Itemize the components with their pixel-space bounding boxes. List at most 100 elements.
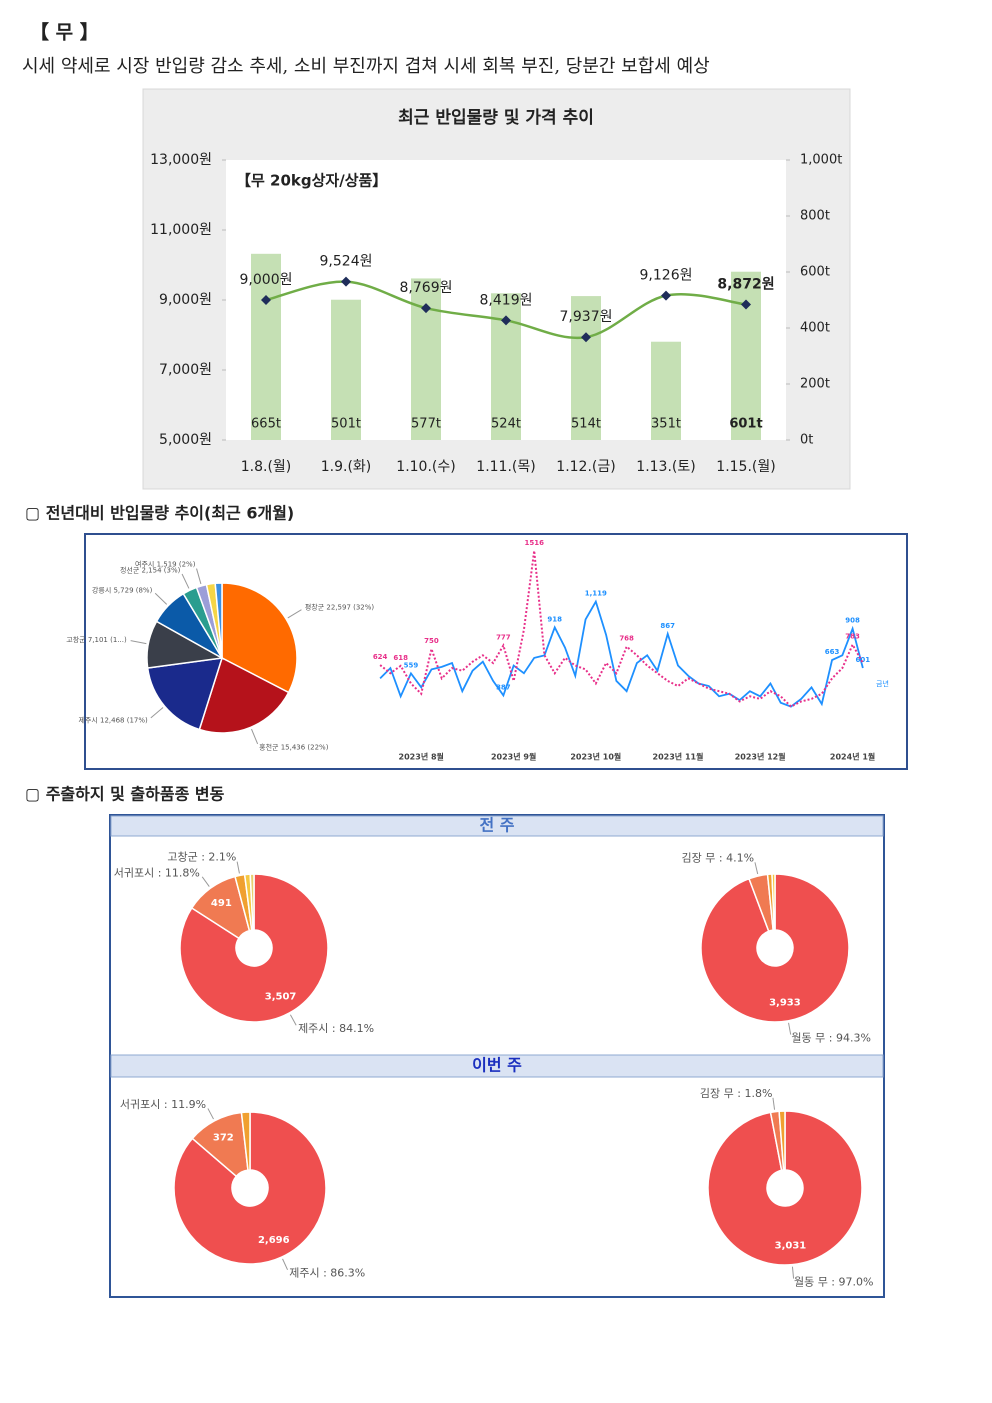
slice: [198, 656, 290, 734]
slice-label: 홍천군 15,436 (22%): [259, 743, 329, 752]
point-label: 601: [856, 656, 871, 664]
slice: [173, 1111, 327, 1265]
bar-label: 514t: [571, 417, 601, 432]
y2-tick-label: 0t: [800, 433, 813, 448]
slice: [221, 582, 298, 694]
bar-label: 601t: [729, 417, 762, 432]
x-tick-label: 2023년 9월: [491, 752, 536, 762]
y2-tick-label: 200t: [800, 377, 830, 392]
slice-label: 제주시 : 84.1%: [298, 1022, 374, 1035]
point-label: 908: [845, 617, 860, 625]
y-tick-label: 5,000원: [159, 432, 212, 448]
price-label: 9,524원: [320, 254, 373, 270]
y-tick-label: 7,000원: [159, 362, 212, 378]
panel-title: 전 주: [479, 816, 514, 835]
value-label: 3,031: [775, 1240, 807, 1251]
value-label: 2,696: [258, 1235, 290, 1246]
leader-line: [181, 573, 190, 589]
x-tick-label: 2023년 11월: [653, 752, 704, 762]
leader-line: [154, 592, 168, 605]
y-tick-label: 11,000원: [150, 222, 212, 238]
slice-label: 제주시 12,468 (17%): [78, 716, 148, 724]
point-label: 1,119: [585, 590, 607, 598]
slice: [179, 873, 329, 1023]
bar: [651, 341, 681, 440]
slice: [778, 1110, 786, 1171]
leader-line: [196, 568, 202, 585]
slice-label: 여주시 1,519 (2%): [135, 560, 196, 569]
panel-header: [110, 1054, 884, 1078]
slice: [707, 1110, 863, 1266]
annotation: 금년: [876, 679, 889, 688]
price-label: 7,937원: [560, 309, 613, 325]
slice: [249, 873, 255, 931]
x-tick-label: 1.8.(월): [241, 459, 292, 475]
leader-line: [287, 609, 302, 619]
bar: [571, 296, 601, 440]
slice-label: 서귀포시 : 11.8%: [114, 867, 200, 880]
point-label: 918: [547, 615, 562, 623]
slice-label: 김장 무 : 1.8%: [700, 1087, 773, 1100]
point-label: 387: [496, 683, 511, 691]
bar-label: 665t: [251, 417, 281, 432]
slice-label: 고창군 : 2.1%: [167, 851, 236, 864]
price-marker: [421, 303, 431, 314]
annotation: 【무 20kg상자/상품】: [236, 172, 387, 190]
slice-label: 월동 무 : 94.3%: [791, 1032, 871, 1045]
slice-label: 김장 무 : 4.1%: [682, 851, 755, 864]
value-label: 491: [211, 898, 232, 909]
y2-tick-label: 400t: [800, 321, 830, 336]
value-label: 372: [213, 1133, 234, 1144]
slice-label: 월동 무 : 97.0%: [794, 1276, 874, 1289]
point-label: 768: [619, 635, 634, 643]
x-tick-label: 1.9.(화): [321, 459, 372, 475]
leader-line: [201, 876, 210, 887]
price-marker: [661, 290, 671, 301]
bar: [331, 299, 361, 440]
bar-label: 524t: [491, 417, 521, 432]
x-tick-label: 1.12.(금): [556, 459, 615, 475]
slice: [700, 873, 850, 1023]
value-label: 3,933: [769, 998, 801, 1009]
price-label: 8,769원: [400, 280, 453, 296]
bar-label: 501t: [331, 417, 361, 432]
x-tick-label: 1.11.(목): [476, 459, 535, 475]
leader-line: [150, 707, 164, 719]
slice: [214, 582, 223, 659]
point-label: 777: [496, 633, 511, 641]
x-tick-label: 2023년 8월: [399, 752, 444, 762]
bar-label: 351t: [651, 417, 681, 432]
slice-label: 강릉시 5,729 (8%): [92, 586, 153, 595]
price-label: 8,419원: [480, 292, 533, 308]
point-label: 559: [404, 661, 419, 669]
y-tick-label: 9,000원: [159, 292, 212, 308]
bar: [731, 271, 761, 440]
slice-label: 서귀포시 : 11.9%: [120, 1098, 206, 1111]
slice-label: 정선군 2,154 (3%): [120, 565, 181, 574]
x-tick-label: 1.13.(토): [636, 459, 695, 475]
slice: [240, 1111, 251, 1171]
point-label: 783: [845, 633, 860, 641]
chart-title: 최근 반입물량 및 가격 추이: [398, 108, 594, 128]
panel-header: [110, 815, 884, 837]
bar: [251, 253, 281, 440]
leader-line: [236, 861, 240, 874]
price-label: 9,126원: [640, 268, 693, 284]
point-label: 750: [424, 637, 439, 645]
series-line: [379, 550, 864, 708]
slice: [146, 657, 224, 731]
series-line: [379, 599, 864, 708]
leader-line: [791, 1266, 795, 1279]
leader-line: [289, 1014, 297, 1026]
point-label: 867: [660, 622, 675, 630]
price-marker: [261, 295, 271, 305]
leader-line: [772, 1097, 776, 1110]
point-label: 663: [825, 648, 840, 656]
y-tick-label: 13,000원: [150, 152, 212, 168]
summary: 시세 약세로 시장 반입량 감소 추세, 소비 부진까지 겹쳐 시세 회복 부진…: [22, 56, 710, 77]
section-heading: ▢ 주출하지 및 출하품종 변동: [25, 785, 225, 804]
bar-label: 577t: [411, 417, 441, 432]
x-tick-label: 1.15.(월): [716, 459, 775, 475]
